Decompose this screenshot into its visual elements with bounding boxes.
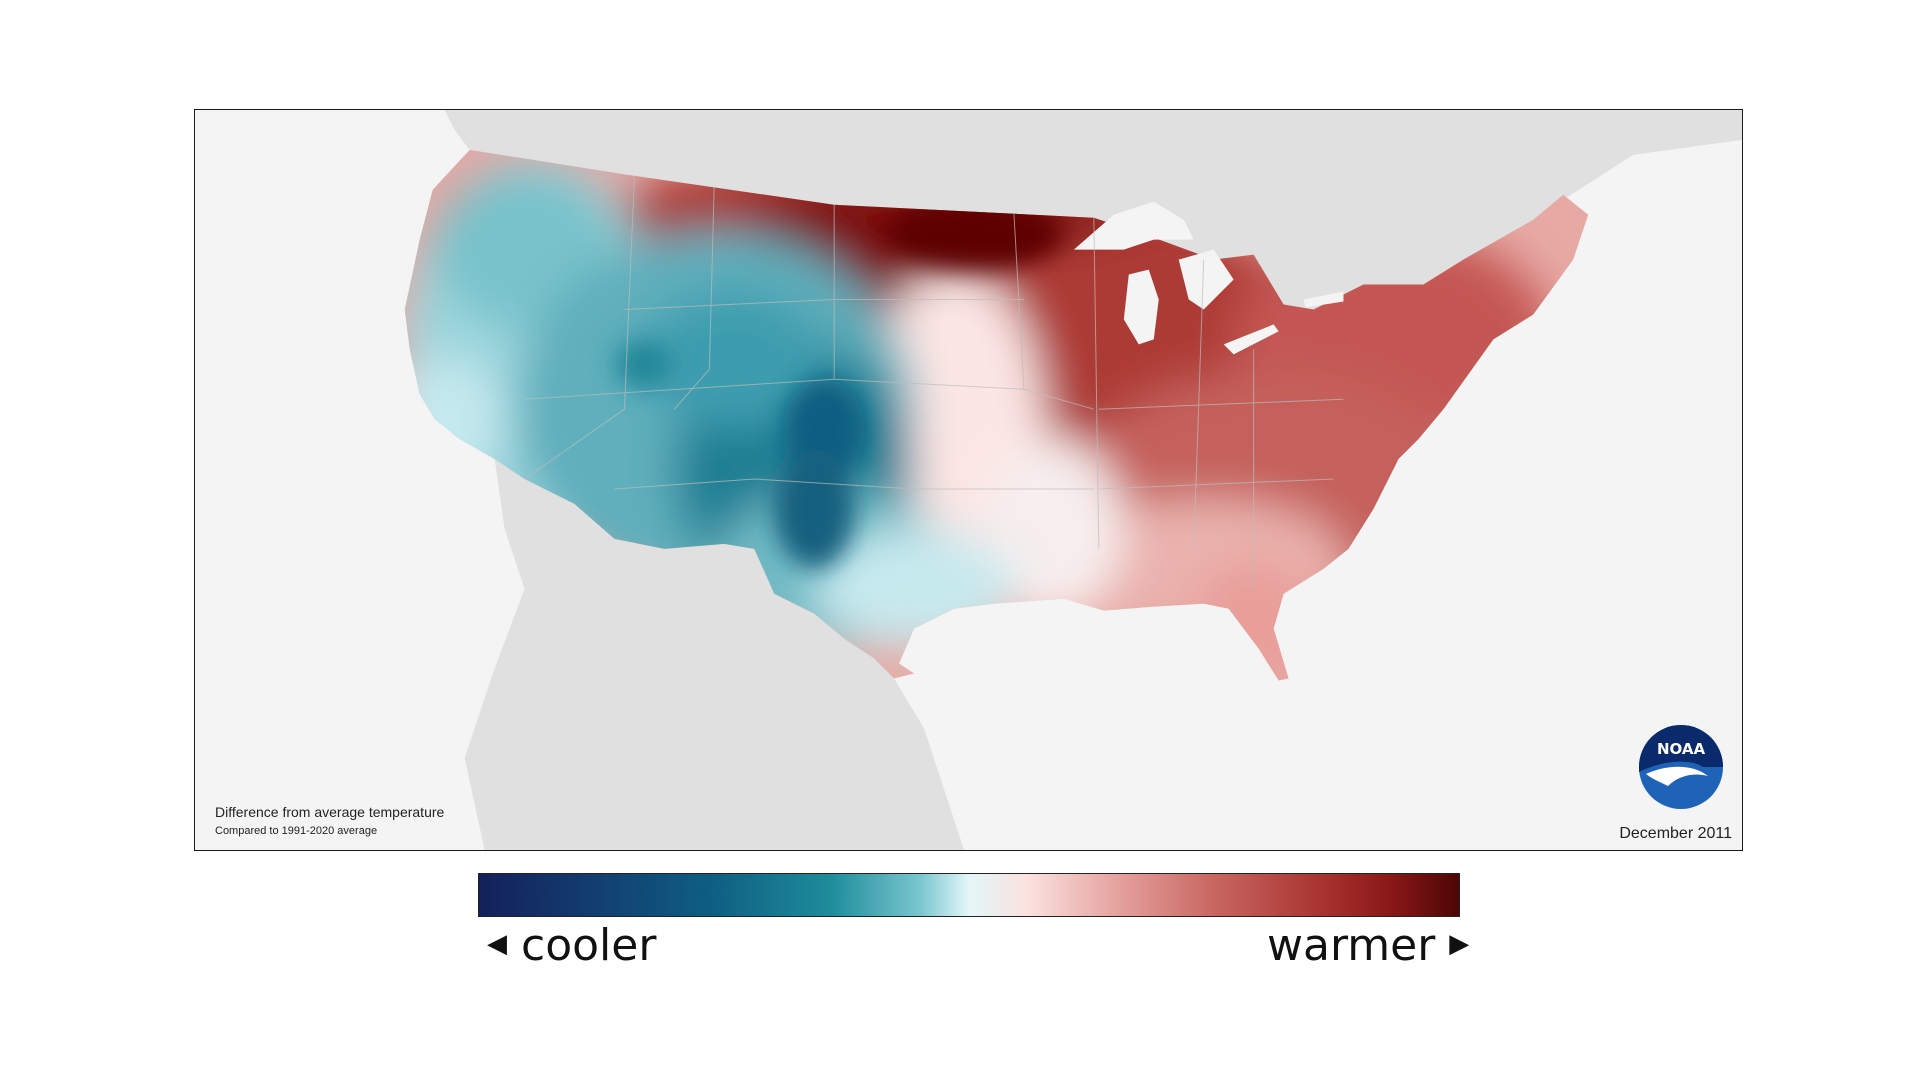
date-label: December 2011 (1619, 825, 1732, 842)
caption-subtitle: Compared to 1991-2020 average (215, 825, 378, 837)
lake-erie (1223, 324, 1279, 355)
svg-text:NOAA: NOAA (1657, 740, 1706, 758)
arrow-right-icon: ▶ (1449, 929, 1470, 959)
legend-warmer: warmer ▶ (1267, 918, 1469, 976)
surrounding-land (444, 110, 1742, 850)
temperature-anomaly-map (404, 110, 1742, 850)
caption-title: Difference from average temperature (215, 804, 445, 820)
legend-cooler: ◀ cooler (487, 918, 656, 976)
great-lakes (1073, 201, 1344, 355)
mexico-land (464, 459, 965, 850)
canada-land (444, 110, 1742, 310)
arrow-left-icon: ◀ (487, 929, 507, 959)
state-borders (524, 175, 1344, 589)
lake-superior (1073, 201, 1194, 250)
map-panel: Difference from average temperature Comp… (194, 109, 1743, 851)
lake-michigan (1123, 269, 1159, 345)
lake-ontario (1303, 291, 1344, 308)
lake-huron (1178, 249, 1234, 310)
legend-warmer-label: warmer (1267, 920, 1436, 971)
legend-cooler-label: cooler (521, 920, 657, 971)
color-scale-legend (478, 873, 1460, 917)
noaa-logo: NOAA (1639, 725, 1723, 809)
